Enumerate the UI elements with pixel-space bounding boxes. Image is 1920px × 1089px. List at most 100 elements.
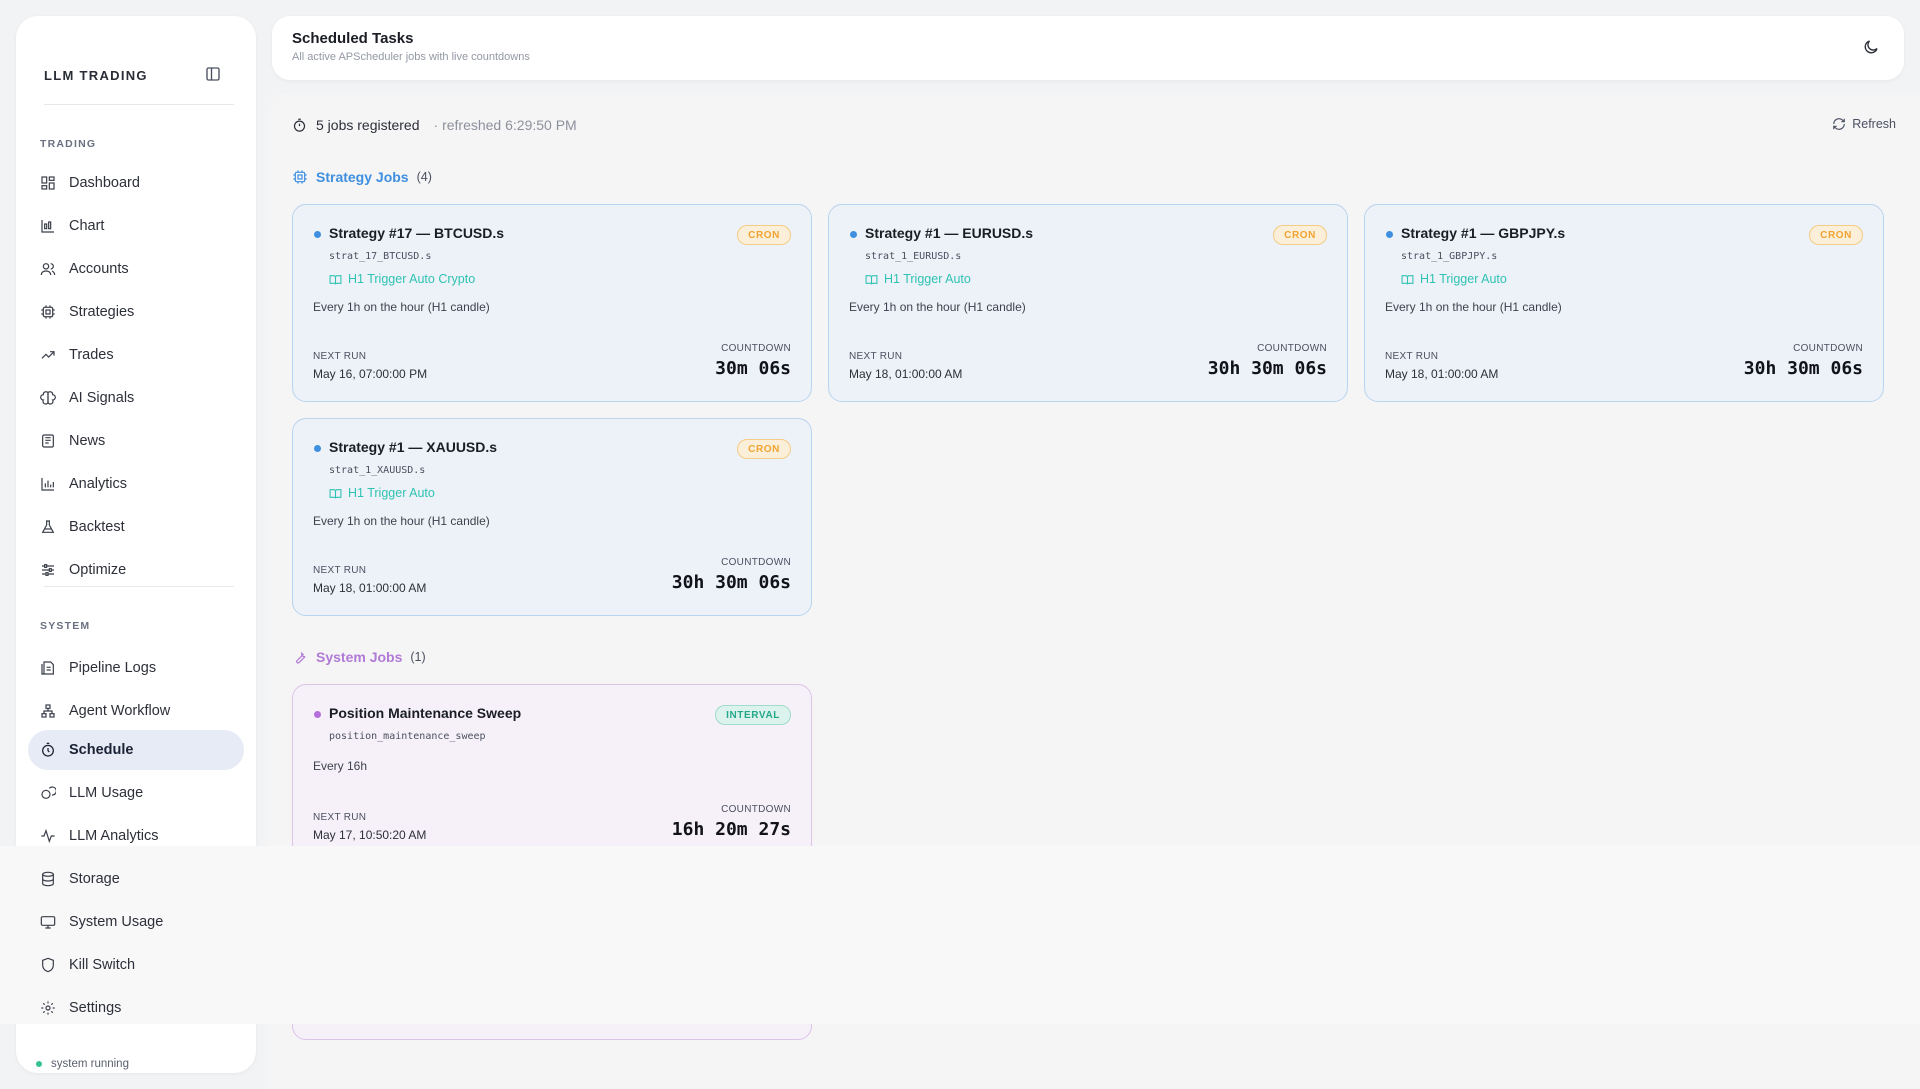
cpu-icon xyxy=(40,304,56,320)
next-run-label: NEXT RUN xyxy=(1385,351,1439,362)
job-card[interactable]: Strategy #1 — EURUSD.s CRON strat_1_EURU… xyxy=(828,204,1348,402)
next-run-value: May 16, 07:00:00 PM xyxy=(313,367,428,381)
sidebar-item-backtest[interactable]: Backtest xyxy=(28,507,244,547)
countdown-value: 16h 20m 27s xyxy=(671,819,791,840)
job-trigger-label: H1 Trigger Auto xyxy=(1420,272,1507,286)
sidebar-item-analytics[interactable]: Analytics xyxy=(28,464,244,504)
sidebar-item-news[interactable]: News xyxy=(28,421,244,461)
shield-icon xyxy=(40,957,56,973)
sidebar-item-label: Settings xyxy=(69,1000,122,1016)
sidebar-item-strategies[interactable]: Strategies xyxy=(28,292,244,332)
sidebar-item-label: Agent Workflow xyxy=(69,703,171,719)
sidebar-item-label: Analytics xyxy=(69,476,128,492)
sidebar-item-agent-workflow[interactable]: Agent Workflow xyxy=(28,691,244,731)
brand-logo: LLM TRADING xyxy=(44,68,148,83)
job-id: strat_1_EURUSD.s xyxy=(865,251,962,262)
group-count: (4) xyxy=(416,170,432,184)
status-text: system running xyxy=(51,1058,129,1070)
sidebar-item-label: AI Signals xyxy=(69,390,135,406)
job-name: Position Maintenance Sweep xyxy=(329,705,522,721)
job-trigger: H1 Trigger Auto xyxy=(329,486,435,500)
sidebar-item-label: News xyxy=(69,433,106,449)
countdown-label: COUNTDOWN xyxy=(721,804,791,815)
render-overlay xyxy=(0,846,1920,1024)
sidebar-item-system-usage[interactable]: System Usage xyxy=(28,902,244,942)
section-label-system: SYSTEM xyxy=(40,620,91,632)
page-title: Scheduled Tasks xyxy=(292,30,414,47)
next-run-value: May 18, 01:00:00 AM xyxy=(1385,367,1499,381)
timer-icon xyxy=(40,742,56,758)
sidebar-item-optimize[interactable]: Optimize xyxy=(28,550,244,590)
sidebar-item-trades[interactable]: Trades xyxy=(28,335,244,375)
next-run-value: May 18, 01:00:00 AM xyxy=(849,367,963,381)
sidebar-item-accounts[interactable]: Accounts xyxy=(28,249,244,289)
job-id: strat_1_XAUUSD.s xyxy=(329,465,426,476)
chart-icon xyxy=(40,218,56,234)
sidebar-item-pipeline-logs[interactable]: Pipeline Logs xyxy=(28,648,244,688)
job-name: Strategy #17 — BTCUSD.s xyxy=(329,225,505,241)
refresh-label: Refresh xyxy=(1852,117,1896,131)
sidebar-item-settings[interactable]: Settings xyxy=(28,988,244,1028)
system-jobs-heading: System Jobs (1) xyxy=(292,649,426,665)
sliders-icon xyxy=(40,562,56,578)
workflow-icon xyxy=(40,703,56,719)
next-run-label: NEXT RUN xyxy=(313,351,367,362)
newspaper-icon xyxy=(40,433,56,449)
strategy-jobs-heading: Strategy Jobs (4) xyxy=(292,169,432,185)
timer-icon xyxy=(292,118,307,133)
sidebar-item-label: LLM Usage xyxy=(69,785,144,801)
sidebar-item-label: Dashboard xyxy=(69,175,140,191)
next-run-label: NEXT RUN xyxy=(849,351,903,362)
job-type-badge: CRON xyxy=(1809,225,1863,245)
job-card[interactable]: Strategy #1 — XAUUSD.s CRON strat_1_XAUU… xyxy=(292,418,812,616)
countdown-value: 30h 30m 06s xyxy=(1207,358,1327,379)
page-subtitle: All active APScheduler jobs with live co… xyxy=(292,51,530,63)
sidebar-item-kill-switch[interactable]: Kill Switch xyxy=(28,945,244,985)
sidebar-item-storage[interactable]: Storage xyxy=(28,859,244,899)
sidebar-toggle-icon[interactable] xyxy=(204,65,222,83)
sidebar-item-label: LLM Analytics xyxy=(69,828,159,844)
job-schedule: Every 1h on the hour (H1 candle) xyxy=(1385,300,1562,314)
job-card[interactable]: Strategy #17 — BTCUSD.s CRON strat_17_BT… xyxy=(292,204,812,402)
next-run-label: NEXT RUN xyxy=(313,565,367,576)
wrench-icon xyxy=(296,651,306,664)
sidebar-item-dashboard[interactable]: Dashboard xyxy=(28,163,244,203)
status-dot-icon xyxy=(36,1061,42,1067)
users-icon xyxy=(40,261,56,277)
job-card[interactable]: Strategy #1 — GBPJPY.s CRON strat_1_GBPJ… xyxy=(1364,204,1884,402)
database-icon xyxy=(40,871,56,887)
job-status-dot xyxy=(314,711,321,718)
sidebar-item-label: Schedule xyxy=(69,742,134,758)
sidebar-item-label: Strategies xyxy=(69,304,135,320)
job-trigger-label: H1 Trigger Auto xyxy=(348,486,435,500)
refreshed-time: · refreshed 6:29:50 PM xyxy=(433,117,577,133)
cpu-icon xyxy=(293,170,307,184)
next-run-value: May 17, 10:50:20 AM xyxy=(313,828,427,842)
flask-icon xyxy=(40,519,56,535)
job-type-badge: INTERVAL xyxy=(715,705,791,725)
sidebar-item-chart[interactable]: Chart xyxy=(28,206,244,246)
jobs-count: 5 jobs registered xyxy=(316,117,420,133)
countdown-value: 30h 30m 06s xyxy=(671,572,791,593)
sidebar-item-label: Accounts xyxy=(69,261,129,277)
group-title: Strategy Jobs xyxy=(316,169,409,185)
divider xyxy=(44,104,234,105)
jobs-summary: 5 jobs registered · refreshed 6:29:50 PM xyxy=(292,117,577,133)
sidebar-item-llm-analytics[interactable]: LLM Analytics xyxy=(28,816,244,856)
sidebar: LLM TRADING TRADING Dashboard Chart Acco… xyxy=(16,16,256,1073)
bar-chart-icon xyxy=(40,476,56,492)
sidebar-item-ai-signals[interactable]: AI Signals xyxy=(28,378,244,418)
job-type-badge: CRON xyxy=(1273,225,1327,245)
sidebar-item-llm-usage[interactable]: LLM Usage xyxy=(28,773,244,813)
job-id: position_maintenance_sweep xyxy=(329,731,486,742)
section-label-trading: TRADING xyxy=(40,138,97,150)
job-type-badge: CRON xyxy=(737,225,791,245)
theme-toggle-moon-icon[interactable] xyxy=(1862,38,1880,56)
divider xyxy=(44,586,234,587)
sidebar-item-schedule[interactable]: Schedule xyxy=(28,730,244,770)
sidebar-item-label: Trades xyxy=(69,347,114,363)
refresh-button[interactable]: Refresh xyxy=(1832,117,1896,131)
job-id: strat_17_BTCUSD.s xyxy=(329,251,432,262)
gear-icon xyxy=(40,1000,56,1016)
countdown-label: COUNTDOWN xyxy=(1257,343,1327,354)
